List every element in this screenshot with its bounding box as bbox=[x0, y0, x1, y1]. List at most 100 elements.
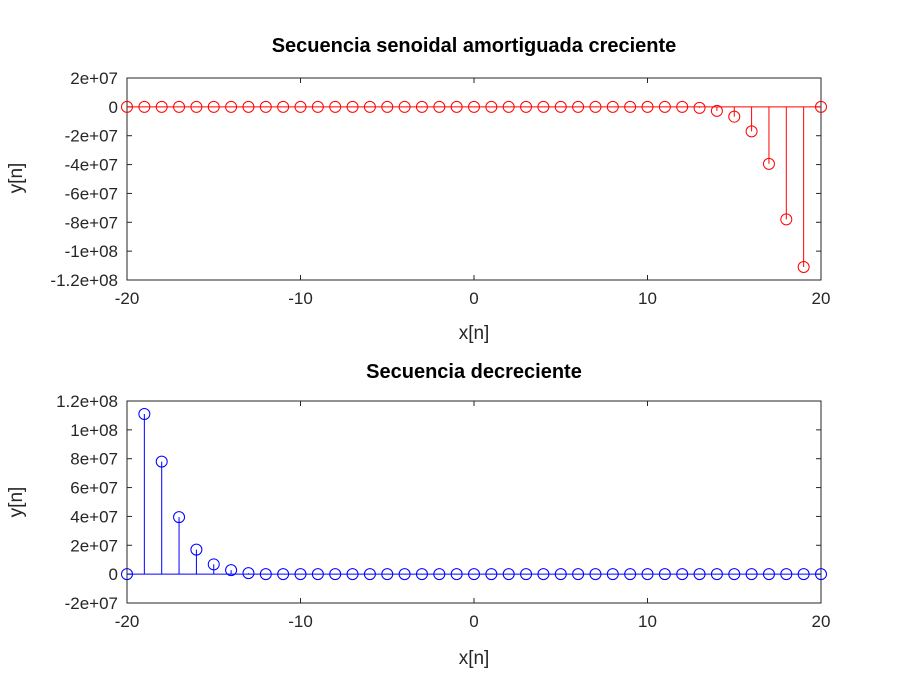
y-tick-label: 1.2e+08 bbox=[56, 392, 118, 411]
x-tick-label: -20 bbox=[115, 612, 140, 631]
chart-title: Secuencia decreciente bbox=[366, 361, 582, 383]
stem-marker bbox=[606, 100, 619, 113]
stem-marker bbox=[624, 100, 637, 113]
stem-marker bbox=[381, 568, 394, 581]
stem-marker bbox=[346, 100, 359, 113]
stem-marker bbox=[624, 568, 637, 581]
y-axis-label: y[n] bbox=[6, 163, 27, 194]
y-tick-label: 0 bbox=[109, 565, 118, 584]
stem-marker bbox=[450, 100, 463, 113]
stem-marker bbox=[329, 100, 342, 113]
stem-marker bbox=[537, 568, 550, 581]
stem-marker bbox=[259, 100, 272, 113]
stem-marker bbox=[207, 100, 220, 113]
stem-marker bbox=[762, 568, 775, 581]
stem-marker bbox=[780, 568, 793, 581]
stem-marker bbox=[485, 568, 498, 581]
stem-marker bbox=[190, 100, 203, 113]
y-tick-label: 8e+07 bbox=[70, 450, 118, 469]
stem-marker bbox=[242, 567, 255, 580]
stem-marker bbox=[572, 100, 585, 113]
stem-marker bbox=[797, 568, 810, 581]
y-tick-label: -1.2e+08 bbox=[50, 271, 118, 290]
subplot-bottom: Secuencia decreciente x[n] y[n] -20 -10 0 1… bbox=[6, 361, 830, 669]
stem-marker bbox=[589, 100, 602, 113]
y-tick-label: -2e+07 bbox=[65, 594, 118, 613]
stem-marker bbox=[485, 100, 498, 113]
subplot-top: Secuencia senoidal amortiguada creciente… bbox=[6, 35, 830, 344]
y-axis-label: y[n] bbox=[6, 487, 27, 518]
stem-marker bbox=[468, 568, 480, 581]
stem-marker bbox=[415, 568, 428, 581]
stem-marker bbox=[554, 100, 567, 113]
y-tick-label: -6e+07 bbox=[65, 184, 118, 203]
x-tick-label: -20 bbox=[115, 289, 140, 308]
stem-marker bbox=[277, 100, 290, 113]
stem-marker bbox=[242, 100, 255, 113]
stem-marker bbox=[797, 261, 810, 274]
stem-marker bbox=[155, 455, 168, 468]
stem-marker bbox=[780, 213, 793, 226]
stem-marker bbox=[710, 104, 723, 117]
stem-marker bbox=[155, 100, 168, 113]
y-tick-label: 2e+07 bbox=[70, 69, 118, 88]
stem-marker bbox=[433, 568, 446, 581]
stem-marker bbox=[398, 100, 411, 113]
y-tick-label: 1e+08 bbox=[70, 421, 118, 440]
stem-marker bbox=[641, 568, 654, 581]
x-axis-label: x[n] bbox=[459, 648, 490, 669]
x-tick-label: 10 bbox=[638, 289, 657, 308]
stem-marker bbox=[433, 100, 446, 113]
stem-marker bbox=[138, 100, 151, 113]
y-tick-label: 4e+07 bbox=[70, 507, 118, 526]
y-tick-label: 6e+07 bbox=[70, 479, 118, 498]
stem-marker bbox=[745, 568, 758, 581]
stem-marker bbox=[589, 568, 602, 581]
stem-marker bbox=[658, 568, 671, 581]
stem-marker bbox=[363, 100, 376, 113]
stem-marker bbox=[693, 101, 706, 114]
stem-marker bbox=[468, 100, 480, 113]
y-tick-label: 0 bbox=[109, 98, 118, 117]
x-tick-label: 20 bbox=[812, 289, 831, 308]
stem-marker bbox=[502, 100, 515, 113]
stem-marker bbox=[173, 511, 186, 524]
y-tick-label: -8e+07 bbox=[65, 213, 118, 232]
stem-marker bbox=[537, 100, 550, 113]
stem-marker bbox=[606, 568, 619, 581]
stem-marker bbox=[502, 568, 515, 581]
stem-marker bbox=[190, 543, 203, 556]
stem-marker bbox=[329, 568, 342, 581]
stem-marker bbox=[572, 568, 585, 581]
stem-marker bbox=[121, 568, 133, 581]
stem-marker bbox=[745, 125, 758, 138]
stem-marker bbox=[277, 568, 290, 581]
stem-marker bbox=[121, 100, 133, 113]
stem-marker bbox=[554, 568, 567, 581]
stem-marker bbox=[676, 568, 689, 581]
stem-marker bbox=[381, 100, 394, 113]
x-tick-label: -10 bbox=[288, 612, 313, 631]
stem-marker bbox=[138, 407, 151, 420]
y-tick-label: -4e+07 bbox=[65, 156, 118, 175]
x-tick-label: 0 bbox=[469, 612, 478, 631]
x-tick-label: -10 bbox=[288, 289, 313, 308]
x-axis-label: x[n] bbox=[459, 323, 490, 344]
stem-marker bbox=[520, 568, 533, 581]
stem-marker bbox=[450, 568, 463, 581]
stem-marker bbox=[311, 100, 324, 113]
stem-marker bbox=[173, 100, 186, 113]
stem-marker bbox=[815, 568, 827, 581]
stem-marker bbox=[641, 100, 654, 113]
stem-marker bbox=[762, 157, 775, 170]
y-tick-label: 2e+07 bbox=[70, 536, 118, 555]
y-tick-label: -1e+08 bbox=[65, 242, 118, 261]
stem-marker bbox=[311, 568, 324, 581]
x-tick-label: 10 bbox=[638, 612, 657, 631]
y-tick-label: -2e+07 bbox=[65, 127, 118, 146]
stem-marker bbox=[398, 568, 411, 581]
stem-marker bbox=[693, 568, 706, 581]
stem-marker bbox=[207, 558, 220, 571]
x-tick-label: 0 bbox=[469, 289, 478, 308]
